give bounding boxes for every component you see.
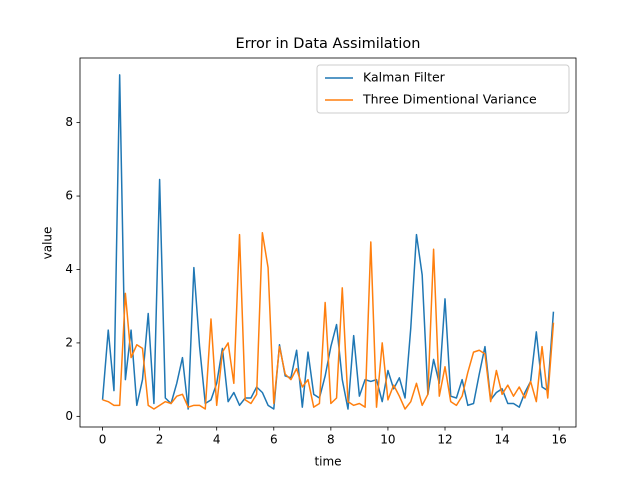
y-axis-label: value — [41, 227, 55, 260]
x-tick-label: 2 — [156, 433, 164, 447]
legend-label: Kalman Filter — [363, 70, 446, 85]
legend-label: Three Dimentional Variance — [362, 92, 537, 107]
x-tick-label: 4 — [213, 433, 221, 447]
x-tick-label: 16 — [552, 433, 567, 447]
y-tick-label: 6 — [65, 189, 73, 203]
x-axis-label: time — [314, 455, 341, 469]
legend-box — [316, 64, 570, 114]
chart-title: Error in Data Assimilation — [236, 36, 421, 52]
x-tick-label: 8 — [327, 433, 335, 447]
x-tick-label: 10 — [380, 433, 395, 447]
x-tick-label: 6 — [270, 433, 278, 447]
data-line — [102, 232, 555, 410]
axes-frame — [79, 57, 577, 428]
x-tick-label: 12 — [437, 433, 452, 447]
x-tick-label: 14 — [494, 433, 509, 447]
y-tick-label: 8 — [65, 115, 73, 129]
y-tick-label: 4 — [65, 262, 73, 276]
y-tick-label: 0 — [65, 409, 73, 423]
x-tick-label: 0 — [99, 433, 107, 447]
y-tick-label: 2 — [65, 335, 73, 349]
